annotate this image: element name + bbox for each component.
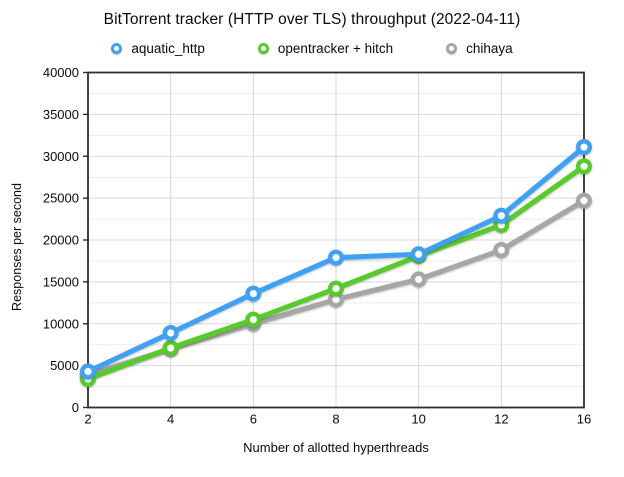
- series-opentracker-hitch: [79, 158, 593, 388]
- data-point-marker: [410, 246, 427, 263]
- legend-label: chihaya: [466, 40, 513, 56]
- y-tick-label: 35000: [43, 107, 79, 122]
- data-point-marker: [576, 192, 593, 209]
- plot-border: [87, 71, 585, 409]
- legend-label: opentracker + hitch: [277, 40, 394, 56]
- data-point-marker: [328, 249, 345, 266]
- data-point-marker: [493, 207, 510, 224]
- data-point-marker: [576, 139, 593, 156]
- legend-marker-icon: [111, 42, 123, 54]
- data-point-marker: [162, 340, 179, 357]
- data-point-marker: [79, 363, 96, 380]
- y-tick-label: 10000: [43, 316, 79, 331]
- legend-label: aquatic_http: [131, 40, 205, 56]
- data-point-marker: [245, 311, 262, 328]
- legend-item-chihaya: chihaya: [446, 41, 513, 56]
- data-point-marker: [328, 280, 345, 297]
- chart-legend: aquatic_http opentracker + hitch chihaya: [0, 39, 624, 57]
- x-tick-label: 12: [494, 412, 508, 427]
- chart-title: BitTorrent tracker (HTTP over TLS) throu…: [103, 11, 521, 28]
- x-axis-title: Number of allotted hyperthreads: [243, 440, 429, 455]
- data-point-marker: [245, 285, 262, 302]
- y-tick-label: 15000: [43, 274, 79, 289]
- x-tick-label: 4: [167, 412, 174, 427]
- data-point-marker: [162, 324, 179, 341]
- data-point-marker: [576, 158, 593, 175]
- legend-marker-icon: [446, 42, 458, 54]
- x-tick-label: 6: [250, 412, 257, 427]
- y-tick-label: 20000: [43, 233, 79, 248]
- data-point-marker: [493, 242, 510, 259]
- x-tick-label: 10: [411, 412, 425, 427]
- legend-item-opentracker-hitch: opentracker + hitch: [257, 40, 394, 56]
- data-point-marker: [410, 271, 427, 288]
- y-axis-title: Responses per second: [10, 183, 24, 311]
- y-tick-label: 30000: [43, 149, 79, 164]
- x-tick-label: 16: [577, 412, 591, 427]
- x-tick-label: 2: [84, 412, 91, 427]
- legend-item-aquatic-http: aquatic_http: [111, 41, 205, 56]
- series-aquatic-http: [79, 139, 593, 380]
- y-tick-label: 25000: [43, 191, 79, 206]
- x-tick-label: 8: [332, 412, 339, 427]
- y-tick-label: 5000: [50, 358, 79, 373]
- y-tick-label: 40000: [43, 65, 79, 80]
- y-tick-label: 0: [72, 400, 79, 415]
- legend-marker-icon: [257, 42, 269, 54]
